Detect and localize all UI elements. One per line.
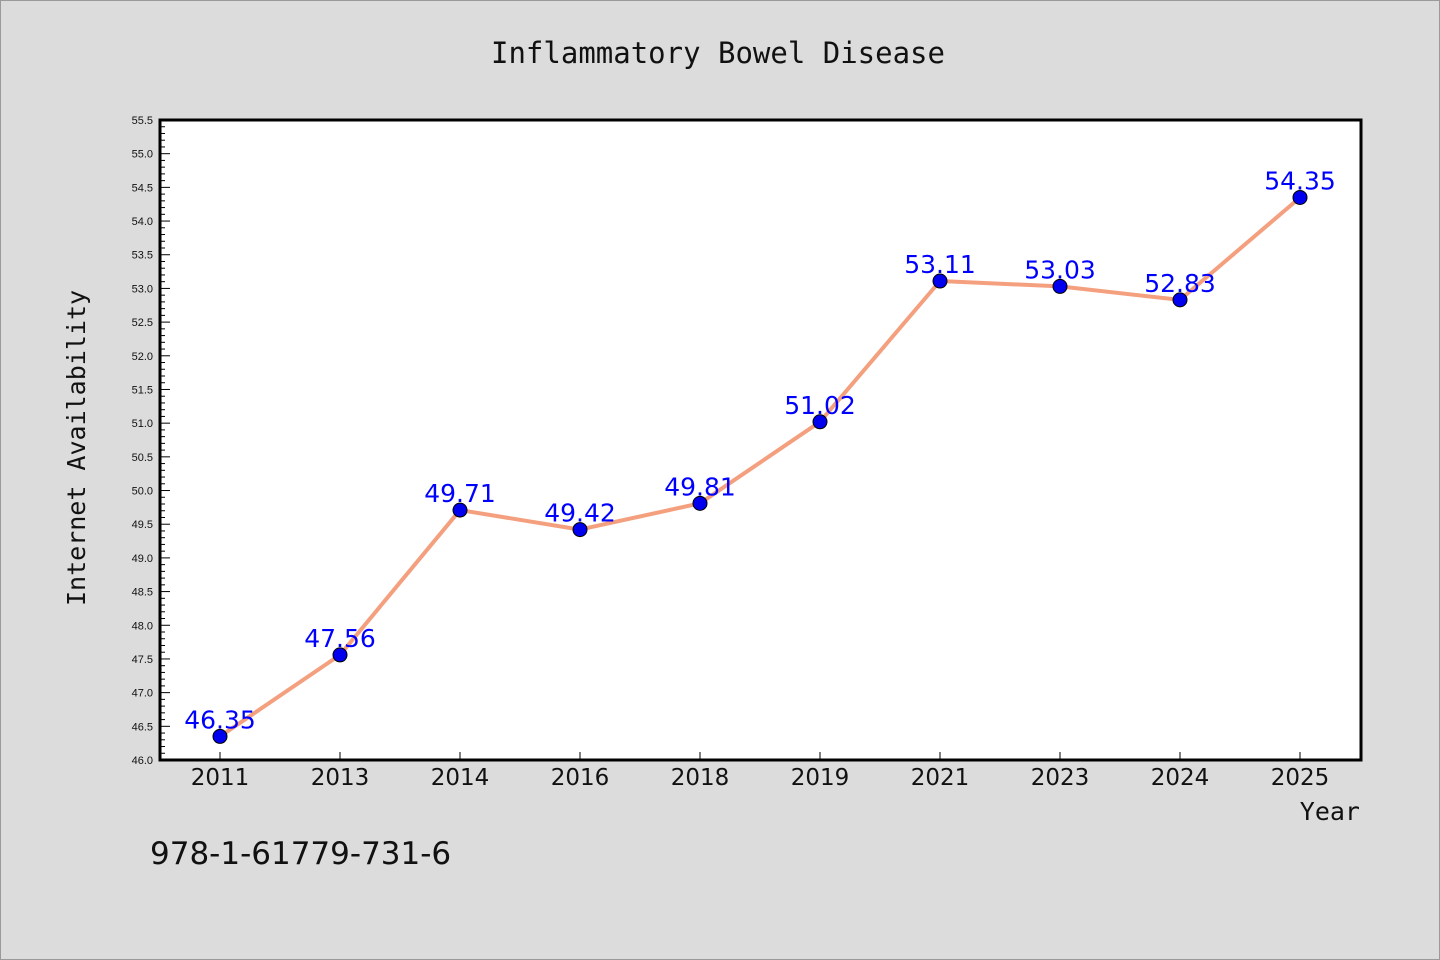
y-tick-label: 49.0 [132,553,153,565]
y-tick-label: 52.5 [132,317,153,329]
y-tick-label: 51.0 [132,418,153,430]
y-tick-label: 50.0 [132,486,153,498]
data-label: 49.81 [664,472,736,501]
data-label: 49.71 [424,479,496,508]
chart-title: Inflammatory Bowel Disease [491,36,945,70]
y-tick-label: 54.0 [132,216,153,228]
data-point [1052,278,1068,294]
data-point [692,495,708,511]
y-tick-label: 51.5 [132,384,153,396]
y-tick-label: 47.5 [132,654,153,666]
x-tick-label: 2019 [791,765,850,791]
y-tick-label: 50.5 [132,452,153,464]
y-tick-label: 47.0 [132,688,153,700]
y-axis-label: Internet Availability [62,290,91,606]
y-tick-label: 48.5 [132,587,153,599]
series-group [212,189,1308,744]
data-label: 46.35 [184,705,256,734]
y-tick-label: 53.5 [132,250,153,262]
data-point [812,414,828,430]
plot-area [158,118,1363,762]
data-point [1172,292,1188,308]
data-point [332,647,348,663]
y-tick-label: 55.5 [132,115,153,127]
data-label: 49.42 [544,499,616,528]
data-point [452,502,468,518]
data-label: 51.02 [784,391,856,420]
y-tick-label: 46.0 [132,755,153,767]
y-tick-label: 52.0 [132,351,153,363]
y-tick-label: 55.0 [132,149,153,161]
isbn-label: 978-1-61779-731-6 [150,836,451,872]
x-axis: 2011 2013 2014 2016 2018 2019 2021 2023 2024 2025 [191,752,1330,791]
y-tick-label: 46.5 [132,721,153,733]
x-tick-label: 2014 [431,765,490,791]
series-line [218,195,1302,739]
x-tick-label: 2023 [1031,765,1090,791]
x-tick-label: 2011 [191,765,250,791]
y-tick-label: 48.0 [132,620,153,632]
y-tick-label: 53.0 [132,283,153,295]
x-tick-label: 2018 [671,765,730,791]
data-label: 52.83 [1144,269,1216,298]
x-tick-label: 2024 [1151,765,1210,791]
data-label: 54.35 [1264,166,1336,195]
data-point [932,273,948,289]
x-tick-label: 2021 [911,765,970,791]
data-point [572,522,588,538]
data-label: 53.11 [904,250,976,279]
x-tick-label: 2025 [1271,765,1330,791]
data-label: 47.56 [304,624,376,653]
y-axis: 46.0 46.5 47.0 47.5 48.0 48.5 49.0 49.5 50.0 50.5… [132,115,170,767]
x-tick-label: 2016 [551,765,610,791]
data-point [1292,189,1308,205]
y-tick-label: 54.5 [132,182,153,194]
data-labels: 46.35 47.56 49.71 49.42 49.81 51.02 53.11 53.03… [184,166,1336,734]
x-tick-label: 2013 [311,765,370,791]
x-axis-label: Year [1300,797,1360,826]
data-point [212,728,228,744]
y-tick-label: 49.5 [132,519,153,531]
data-label: 53.03 [1024,255,1096,284]
